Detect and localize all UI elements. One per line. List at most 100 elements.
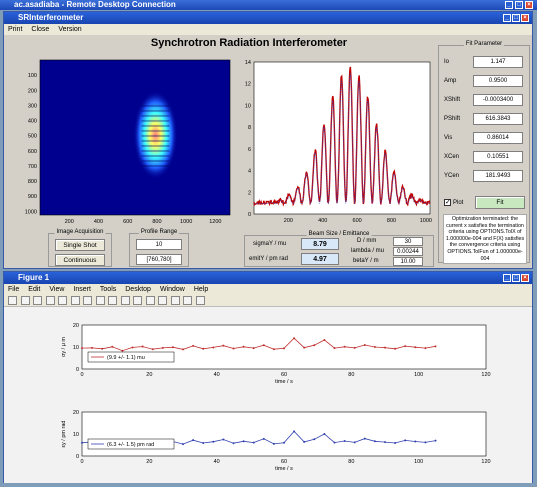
show-tools-icon[interactable] <box>196 296 205 305</box>
ts-data-point <box>233 348 235 350</box>
rd-minimize-button[interactable]: _ <box>505 1 513 9</box>
minimize-button[interactable]: _ <box>503 14 511 22</box>
fig-menu-tools[interactable]: Tools <box>100 284 116 295</box>
figure-window-titlebar: Figure 1 _ □ × <box>4 272 532 284</box>
fig-menu-insert[interactable]: Insert <box>73 284 91 295</box>
profile-y-tick: 0 <box>248 212 251 218</box>
fig-minimize-button[interactable]: _ <box>503 274 511 282</box>
menu-print[interactable]: Print <box>8 24 22 35</box>
continuous-button[interactable]: Continuous <box>55 254 105 266</box>
ts-y-tick: 0 <box>76 367 79 373</box>
fit-param-value-3[interactable]: 616.3843 <box>473 113 523 125</box>
zoom-in-icon[interactable] <box>71 296 80 305</box>
profile-range-input-2[interactable]: [760,780] <box>136 254 182 265</box>
ts-data-point <box>293 430 295 432</box>
image-y-tick: 400 <box>28 119 37 125</box>
profile-x-tick: 800 <box>387 218 396 224</box>
save-icon[interactable] <box>33 296 42 305</box>
fig-menu-edit[interactable]: Edit <box>28 284 40 295</box>
ts-x-tick: 40 <box>214 372 220 378</box>
fig-menu-window[interactable]: Window <box>160 284 185 295</box>
emit-y-value: 4.97 <box>301 253 339 265</box>
image-plot: 1002003004005006007008009001000200 400 600… <box>4 52 244 232</box>
ts-data-point <box>222 439 224 441</box>
image-x-tick: 1000 <box>180 219 192 225</box>
d-input[interactable]: 30 <box>393 237 423 246</box>
ts-data-point <box>101 348 103 350</box>
ts-data-point <box>424 347 426 349</box>
new-figure-icon[interactable] <box>8 296 17 305</box>
d-label: D / mm <box>357 238 376 244</box>
profile-plot: 02468101214200 400 600 800 1000 <box>240 52 440 232</box>
ts-xlabel: time / s <box>275 466 293 472</box>
legend-icon[interactable] <box>171 296 180 305</box>
ts-data-point <box>263 344 265 346</box>
image-x-tick: 200 <box>65 219 74 225</box>
profile-y-tick: 10 <box>245 103 251 109</box>
fringe-band <box>141 120 169 122</box>
fit-param-value-4[interactable]: 0.86014 <box>473 132 523 144</box>
fit-param-label-4: Vis <box>444 135 452 141</box>
image-x-tick: 400 <box>94 219 103 225</box>
colorbar-icon[interactable] <box>158 296 167 305</box>
ts-ylabel: σy / μ m <box>61 337 67 357</box>
ts-x-tick: 80 <box>348 459 354 465</box>
sigma-y-label: sigmaY / mu <box>253 241 286 247</box>
fit-param-value-5[interactable]: 0.10551 <box>473 151 523 163</box>
ts-x-tick: 60 <box>281 372 287 378</box>
fig-menu-file[interactable]: File <box>8 284 19 295</box>
rd-close-button[interactable]: × <box>525 1 533 9</box>
lambda-input[interactable]: 0.00244 <box>393 247 423 256</box>
ts-x-tick: 40 <box>214 459 220 465</box>
ts-data-point <box>132 346 134 348</box>
profile-y-tick: 6 <box>248 147 251 153</box>
data-cursor-icon[interactable] <box>121 296 130 305</box>
fig-menu-help[interactable]: Help <box>194 284 208 295</box>
fit-param-value-0[interactable]: 1.147 <box>473 56 523 68</box>
fit-param-label-3: PShift <box>444 116 460 122</box>
fig-menu-view[interactable]: View <box>49 284 64 295</box>
menu-close[interactable]: Close <box>31 24 49 35</box>
ts-data-point <box>334 442 336 444</box>
maximize-button[interactable]: □ <box>512 14 520 22</box>
close-button[interactable]: × <box>521 14 529 22</box>
ts-data-point <box>81 347 83 349</box>
fig-maximize-button[interactable]: □ <box>512 274 520 282</box>
arrow-icon[interactable] <box>58 296 67 305</box>
beta-input[interactable]: 10.00 <box>393 257 423 266</box>
brush-icon[interactable] <box>133 296 142 305</box>
ts-canvas <box>82 412 486 456</box>
link-icon[interactable] <box>146 296 155 305</box>
fit-button[interactable]: Fit <box>475 196 525 209</box>
ts-data-point <box>394 348 396 350</box>
plot-checkbox[interactable]: ✓ <box>444 199 451 206</box>
fig-close-button[interactable]: × <box>521 274 529 282</box>
profile-x-tick: 600 <box>353 218 362 224</box>
open-file-icon[interactable] <box>21 296 30 305</box>
rd-maximize-button[interactable]: □ <box>515 1 523 9</box>
profile-range-input-1[interactable]: 10 <box>136 239 182 250</box>
fringe-band <box>141 135 169 137</box>
ts-data-point <box>394 442 396 444</box>
single-shot-button[interactable]: Single Shot <box>55 239 105 251</box>
fig-menu-desktop[interactable]: Desktop <box>125 284 151 295</box>
ts-data-point <box>243 440 245 442</box>
fit-param-value-1[interactable]: 0.9500 <box>473 75 523 87</box>
zoom-out-icon[interactable] <box>83 296 92 305</box>
menu-version[interactable]: Version <box>58 24 81 35</box>
ts-y-tick: 10 <box>73 432 79 438</box>
ts-x-tick: 120 <box>481 459 490 465</box>
pan-icon[interactable] <box>96 296 105 305</box>
ts-x-tick: 20 <box>146 372 152 378</box>
plot-checkbox-wrap[interactable]: ✓ Plot <box>444 199 463 206</box>
fit-parameter-label: Fit Parameter <box>464 41 504 47</box>
fit-param-value-6[interactable]: 181.9493 <box>473 170 523 182</box>
print-icon[interactable] <box>46 296 55 305</box>
image-y-tick: 800 <box>28 179 37 185</box>
hide-tools-icon[interactable] <box>183 296 192 305</box>
rotate-icon[interactable] <box>108 296 117 305</box>
image-acquisition-panel: Image Acquisition Single Shot Continuous <box>48 233 112 267</box>
fit-param-value-2[interactable]: -0.0003400 <box>473 94 523 106</box>
fringe-band <box>141 150 169 152</box>
ts-data-point <box>182 348 184 350</box>
